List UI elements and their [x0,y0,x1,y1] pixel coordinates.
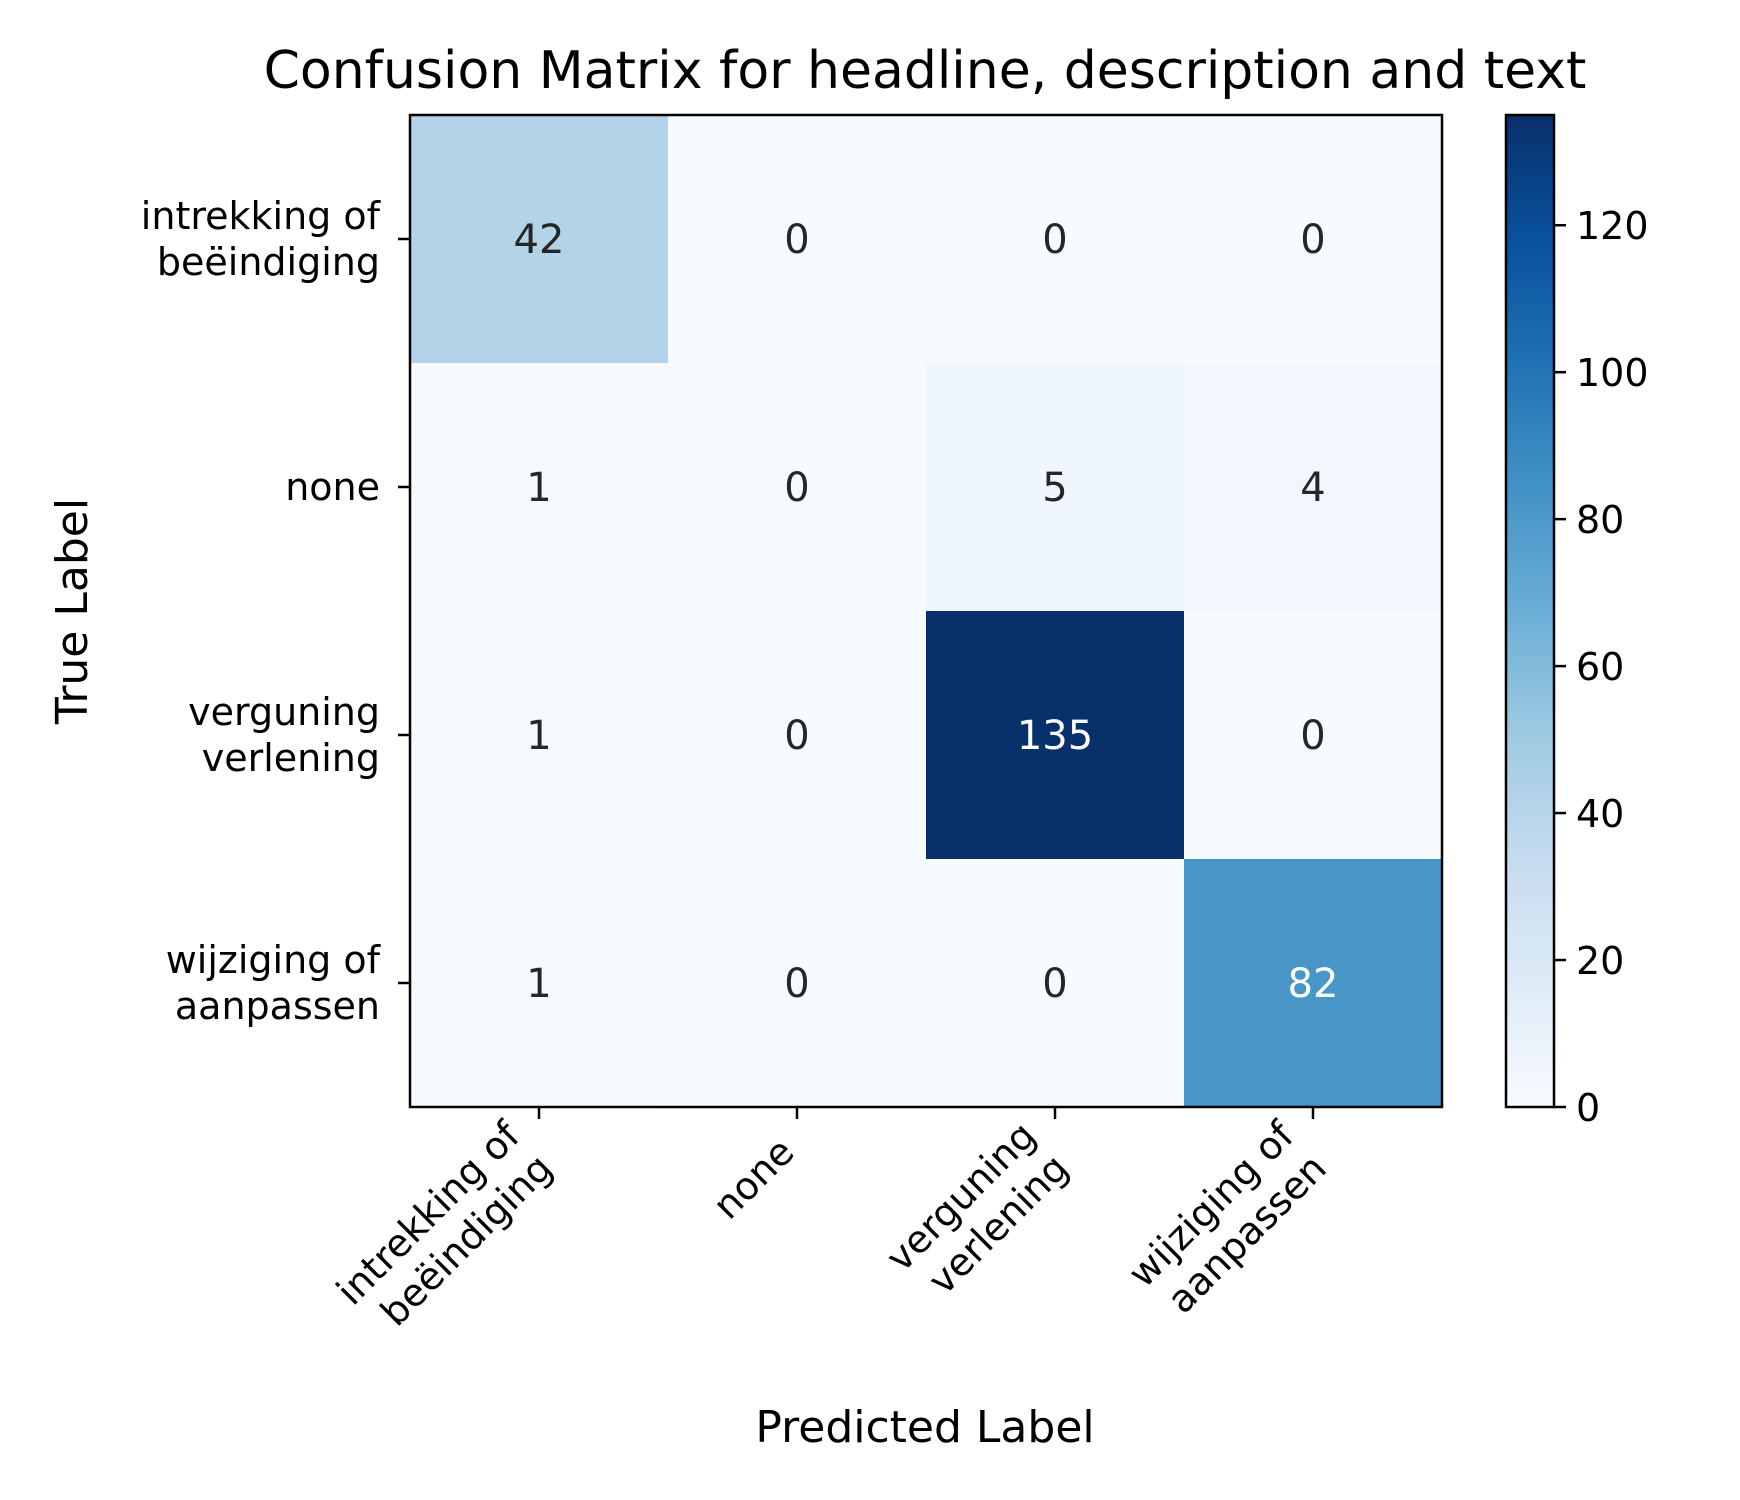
y-tick-label: none [285,465,380,509]
chart-title: Confusion Matrix for headline, descripti… [264,41,1587,101]
heatmap-cell [926,115,1185,364]
x-tick-label: verguningverlening [878,1113,1077,1312]
heatmap-cell [668,363,927,612]
heatmap-cell [668,611,927,860]
cell-value-label: 42 [514,217,565,263]
x-tick-label: wijziging ofaanpassen [1120,1112,1336,1328]
cell-value-label: 5 [1042,465,1067,511]
heatmap-cells [410,115,1443,1108]
heatmap-cell [926,611,1185,860]
colorbar-tick-label: 20 [1576,939,1624,983]
colorbar-tick-label: 40 [1576,792,1624,836]
colorbar-tick-label: 120 [1576,204,1649,248]
heatmap-cell [410,611,669,860]
heatmap-cell [668,115,927,364]
cell-value-label: 0 [1042,961,1067,1007]
y-tick-label: wijziging of aanpassen [166,938,382,1028]
cell-value-label: 0 [1042,217,1067,263]
colorbar-tick-label: 80 [1576,498,1624,542]
colorbar-ticks: 0 20 40 60 80 100 120 [1554,204,1649,1130]
cell-value-label: 4 [1300,465,1325,511]
colorbar [1504,113,1556,1109]
cell-value-label: 1 [526,961,551,1007]
cell-value-label: 0 [784,465,809,511]
heatmap-cell [926,859,1185,1108]
cell-value-label: 1 [526,713,551,759]
cell-value-label: 0 [784,713,809,759]
cell-value-label: 0 [1300,713,1325,759]
y-axis-label: True Label [47,498,98,725]
cell-value-label: 0 [1300,217,1325,263]
heatmap-cell [410,859,669,1108]
x-tick-label: intrekking ofbeëindiging [328,1112,562,1346]
heatmap-cell [410,115,669,364]
heatmap-cell [410,363,669,612]
plot-frame [408,113,1444,1109]
x-tick-label: none [704,1129,802,1227]
cell-value-label: 1 [526,465,551,511]
heatmap-cell [1184,859,1443,1108]
heatmap-cell-labels: 42 0 0 0 1 0 5 4 1 0 135 0 1 0 0 82 [514,217,1339,1007]
y-axis-ticks: intrekking of beëindiging none verguning ver… [141,194,410,1028]
heatmap-cell [1184,363,1443,612]
heatmap-cell [1184,115,1443,364]
x-axis-ticks: intrekking ofbeëindiging none verguningver… [328,1107,1336,1346]
y-tick-label: intrekking of beëindiging [141,194,382,284]
colorbar-tick-label: 0 [1576,1086,1600,1130]
cell-value-label: 0 [784,217,809,263]
cell-value-label: 0 [784,961,809,1007]
heatmap-cell [1184,611,1443,860]
colorbar-tick-label: 100 [1576,351,1649,395]
x-axis-label: Predicted Label [755,1402,1094,1453]
heatmap-cell [668,859,927,1108]
cell-value-label: 82 [1288,961,1339,1007]
y-tick-label: verguning verlening [188,690,380,780]
colorbar-tick-label: 60 [1576,645,1624,689]
cell-value-label: 135 [1017,713,1093,759]
heatmap-cell [926,363,1185,612]
